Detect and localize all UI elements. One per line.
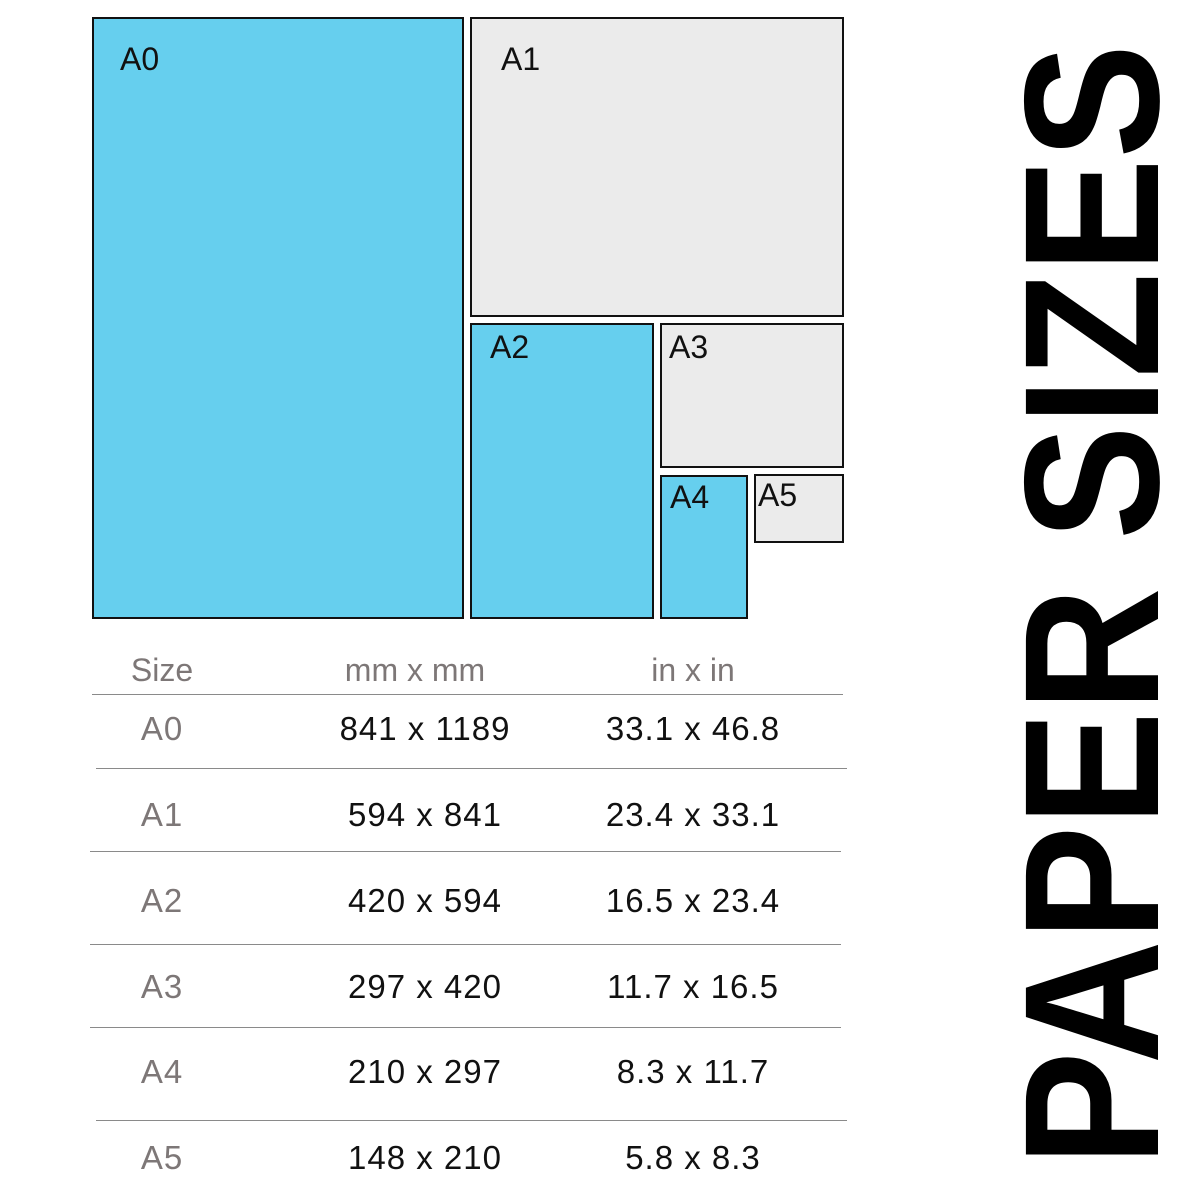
cell-mm: 297 x 420 — [348, 968, 502, 1005]
divider — [96, 1120, 847, 1121]
cell-in: 23.4 x 33.1 — [605, 796, 781, 833]
header-in: in x in — [651, 652, 735, 688]
divider — [96, 768, 847, 769]
sheet-label: A5 — [758, 477, 798, 513]
cell-in: 5.8 x 8.3 — [625, 1139, 761, 1176]
sheet-a4: A4 — [660, 475, 748, 619]
cell-mm: 841 x 1189 — [339, 710, 511, 747]
page-title: PAPER SIZES — [984, 44, 1199, 1166]
cell-mm: 594 x 841 — [348, 796, 502, 833]
cell-mm: 148 x 210 — [348, 1139, 502, 1176]
cell-in: 16.5 x 23.4 — [605, 882, 781, 919]
sheet-label: A2 — [490, 329, 530, 365]
divider — [90, 944, 841, 945]
sheet-label: A0 — [120, 41, 160, 77]
cell-in: 33.1 x 46.8 — [605, 710, 781, 747]
sheet-label: A3 — [669, 329, 709, 365]
sheet-a1: A1 — [470, 17, 844, 317]
cell-mm: 210 x 297 — [348, 1053, 502, 1090]
cell-size: A0 — [140, 710, 184, 747]
cell-size: A3 — [140, 968, 184, 1005]
cell-in: 11.7 x 16.5 — [607, 968, 779, 1005]
cell-size: A5 — [140, 1139, 184, 1176]
sheet-label: A4 — [670, 479, 710, 515]
cell-size: A4 — [140, 1053, 184, 1090]
cell-size: A2 — [140, 882, 184, 919]
cell-mm: 420 x 594 — [348, 882, 502, 919]
header-size: Size — [130, 652, 194, 688]
sheet-a3: A3 — [660, 323, 844, 468]
header-mm: mm x mm — [344, 652, 486, 688]
divider — [92, 694, 843, 695]
divider — [90, 851, 841, 852]
sheet-label: A1 — [501, 41, 541, 77]
cell-in: 8.3 x 11.7 — [616, 1053, 770, 1090]
sheet-a0: A0 — [92, 17, 464, 619]
divider — [90, 1027, 841, 1028]
sheet-a2: A2 — [470, 323, 654, 619]
cell-size: A1 — [140, 796, 184, 833]
sheet-a5: A5 — [754, 474, 844, 543]
